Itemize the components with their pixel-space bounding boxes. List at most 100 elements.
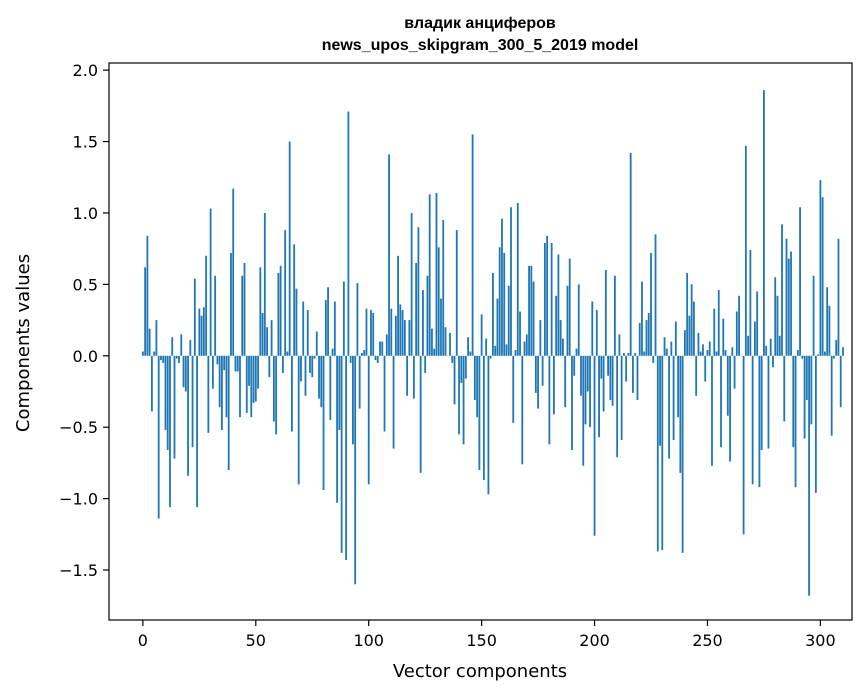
bar-172 — [530, 265, 533, 356]
bar-153 — [487, 355, 490, 495]
bar-306 — [833, 355, 835, 359]
bar-41 — [234, 355, 237, 372]
bar-43 — [239, 355, 241, 418]
bar-0 — [141, 351, 144, 356]
bar-40 — [232, 188, 235, 356]
bar-294 — [805, 355, 808, 401]
bar-143 — [464, 355, 467, 379]
bar-162 — [507, 285, 510, 356]
bar-155 — [492, 272, 494, 356]
bar-130 — [435, 192, 438, 356]
bar-145 — [469, 351, 472, 356]
bar-197 — [586, 355, 589, 392]
bar-99 — [365, 308, 368, 356]
bar-238 — [679, 355, 682, 473]
bar-13 — [171, 337, 174, 356]
bar-237 — [677, 355, 680, 418]
bar-257 — [722, 318, 725, 356]
bar-196 — [584, 355, 587, 425]
bar-116 — [403, 320, 406, 356]
bar-195 — [582, 355, 585, 466]
x-tick-label: 50 — [246, 631, 266, 650]
bar-150 — [480, 314, 483, 356]
bar-258 — [724, 350, 727, 356]
bar-125 — [424, 355, 427, 373]
bar-220 — [638, 322, 641, 356]
bar-53 — [261, 312, 264, 356]
bar-126 — [426, 275, 429, 356]
bar-136 — [449, 332, 451, 356]
bar-64 — [286, 351, 289, 356]
bar-277 — [767, 355, 770, 449]
bar-205 — [604, 270, 607, 356]
bar-54 — [263, 212, 266, 356]
bar-221 — [641, 281, 643, 356]
bar-268 — [747, 335, 750, 356]
bar-189 — [568, 258, 571, 356]
bar-175 — [537, 355, 539, 409]
bar-109 — [388, 154, 390, 356]
bar-216 — [629, 152, 632, 356]
bar-290 — [796, 350, 799, 356]
bar-208 — [611, 355, 614, 406]
bar-301 — [821, 197, 824, 356]
bar-171 — [528, 265, 530, 356]
bar-250 — [706, 350, 709, 356]
bar-119 — [410, 212, 413, 356]
y-tick-label: −1.5 — [59, 561, 98, 580]
bar-199 — [591, 301, 594, 356]
bar-86 — [336, 355, 338, 503]
bar-300 — [819, 180, 822, 356]
bar-260 — [729, 355, 731, 462]
bar-168 — [521, 355, 524, 465]
bar-72 — [304, 355, 307, 396]
bar-160 — [503, 252, 506, 356]
x-tick-label: 250 — [692, 631, 723, 650]
bar-156 — [494, 345, 497, 356]
bar-88 — [340, 355, 343, 553]
bar-74 — [309, 355, 311, 373]
bar-215 — [627, 352, 630, 356]
bar-281 — [776, 295, 779, 356]
bar-241 — [686, 272, 689, 356]
bar-157 — [496, 298, 499, 356]
bar-90 — [345, 355, 348, 561]
bar-11 — [166, 355, 169, 451]
y-axis-ticks: −1.5 −1.0 −0.5 0.0 0.5 1.0 1.5 2.0 — [59, 61, 109, 580]
bar-284 — [783, 355, 786, 422]
bar-236 — [674, 321, 677, 356]
bar-174 — [534, 355, 537, 393]
bar-16 — [178, 355, 180, 363]
bar-68 — [295, 288, 298, 356]
bar-310 — [842, 347, 844, 356]
bar-147 — [473, 355, 476, 401]
bar-52 — [259, 267, 262, 356]
bar-65 — [288, 141, 291, 356]
bar-219 — [636, 355, 639, 401]
bar-270 — [751, 355, 754, 485]
bar-181 — [550, 242, 553, 356]
bar-75 — [311, 355, 314, 378]
bar-132 — [440, 298, 442, 356]
bar-240 — [683, 330, 686, 356]
bar-212 — [620, 355, 623, 441]
bar-108 — [385, 334, 388, 356]
bar-62 — [281, 355, 284, 373]
bar-298 — [814, 355, 817, 493]
bar-299 — [817, 354, 820, 356]
bar-291 — [799, 207, 801, 356]
bar-124 — [422, 290, 424, 356]
bar-193 — [577, 284, 580, 356]
bar-112 — [394, 315, 397, 356]
bar-134 — [444, 327, 447, 356]
bars-group — [141, 90, 844, 596]
y-tick-label: 1.0 — [73, 204, 98, 223]
plot-frame — [108, 62, 853, 621]
bar-63 — [284, 230, 287, 356]
bar-165 — [514, 350, 517, 356]
bar-177 — [541, 355, 544, 386]
bar-192 — [575, 348, 578, 356]
bar-303 — [826, 287, 829, 356]
bar-102 — [372, 312, 375, 356]
bar-280 — [774, 277, 777, 356]
